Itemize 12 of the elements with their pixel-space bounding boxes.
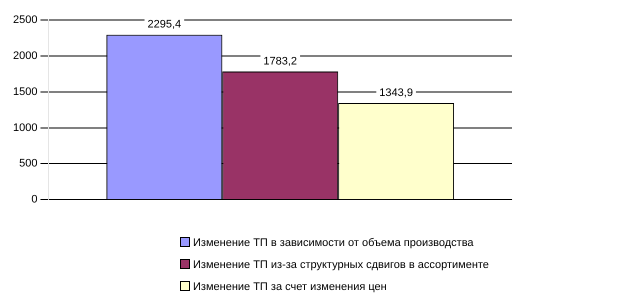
- y-tick-label: 1500: [12, 86, 38, 98]
- y-tick-label: 2500: [12, 14, 38, 26]
- data-label: 1343,9: [379, 87, 413, 100]
- y-tick-label: 1000: [12, 122, 38, 134]
- data-label: 1783,2: [263, 56, 298, 68]
- y-tick-label: 0: [31, 194, 38, 206]
- y-tick-label: 2000: [12, 50, 38, 62]
- legend-label: Изменение ТП за счет изменения цен: [192, 280, 388, 295]
- legend-label: Изменение ТП из-за структурных сдвигов в ассортименте: [192, 258, 489, 273]
- y-tick-label: 500: [19, 158, 38, 170]
- data-label: 2295,4: [148, 18, 182, 31]
- legend-label: Изменение ТП в зависимости от объема производства: [192, 236, 475, 251]
